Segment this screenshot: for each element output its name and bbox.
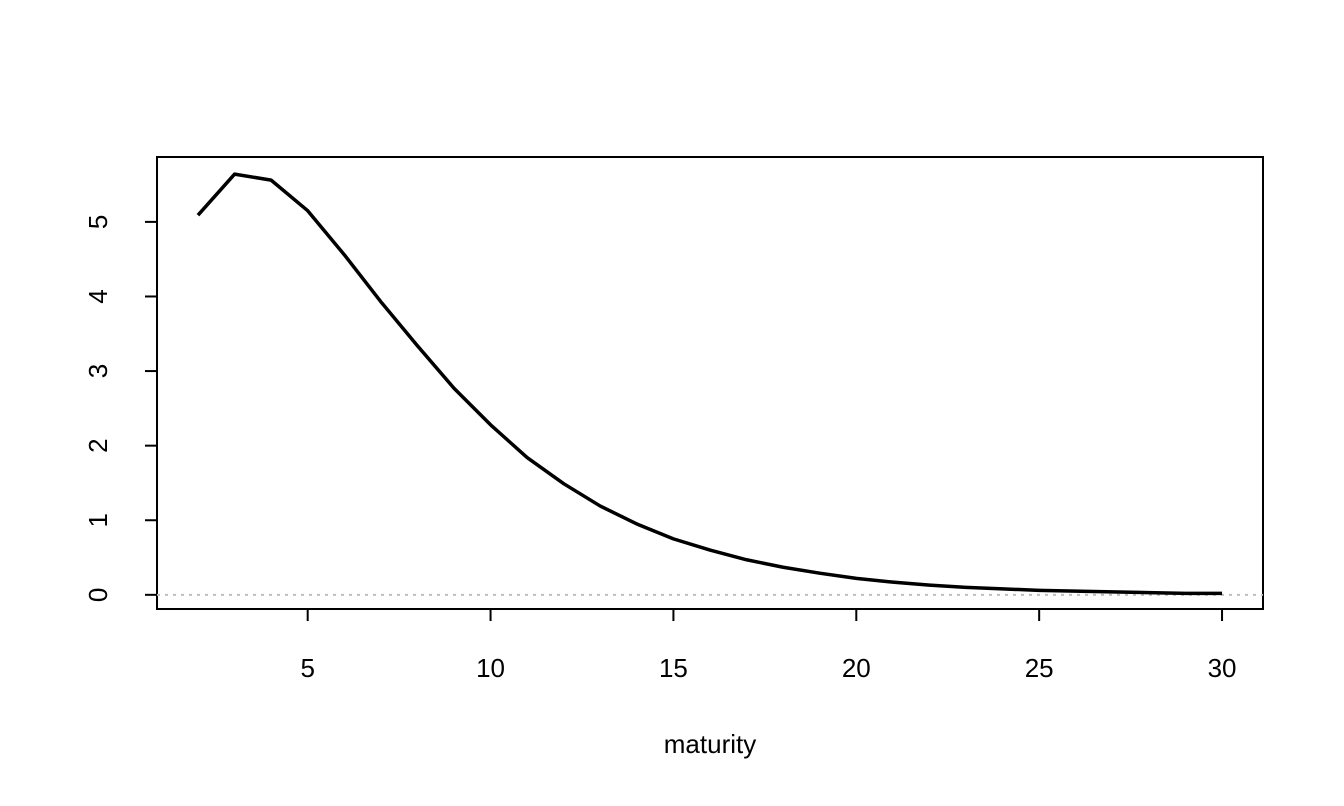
line	[196, 172, 1223, 596]
x-tick-label: 25	[1025, 653, 1054, 683]
y-tick-label: 5	[83, 215, 113, 229]
y-tick-label: 1	[83, 513, 113, 527]
x-axis-label: maturity	[664, 729, 756, 759]
x-tick-label: 10	[476, 653, 505, 683]
y-tick-label: 0	[83, 588, 113, 602]
x-tick-label: 20	[842, 653, 871, 683]
x-tick-label: 5	[300, 653, 314, 683]
y-tick-label: 2	[83, 438, 113, 452]
x-tick-label: 30	[1208, 653, 1237, 683]
plot-frame	[156, 156, 1264, 610]
x-tick-label: 15	[659, 653, 688, 683]
y-tick-label: 4	[83, 289, 113, 303]
y-tick-label: 3	[83, 364, 113, 378]
